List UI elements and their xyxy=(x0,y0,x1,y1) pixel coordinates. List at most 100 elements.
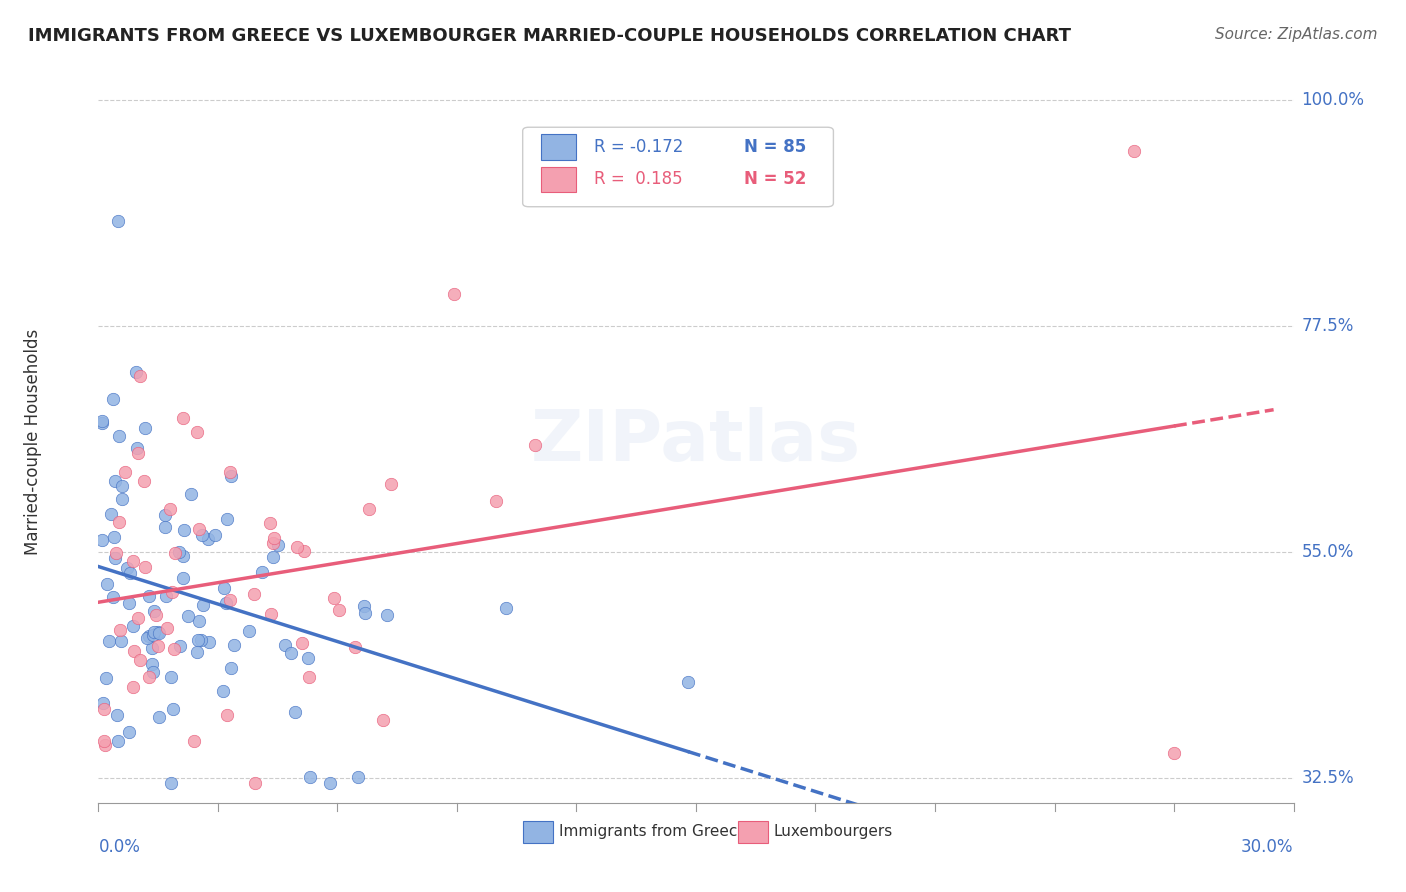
Point xyxy=(155,520,177,534)
Point xyxy=(122,553,145,567)
Text: Immigrants from Greece: Immigrants from Greece xyxy=(558,824,747,839)
Point xyxy=(263,531,285,545)
Point xyxy=(190,633,212,648)
Point xyxy=(122,618,145,632)
Point xyxy=(224,638,246,652)
Text: 100.0%: 100.0% xyxy=(1302,91,1364,110)
Point xyxy=(212,581,235,595)
Point xyxy=(215,596,238,610)
Point xyxy=(146,624,169,639)
Point xyxy=(298,770,321,784)
Text: R = -0.172: R = -0.172 xyxy=(595,137,683,156)
Point xyxy=(96,671,118,685)
Point xyxy=(373,714,395,728)
Point xyxy=(141,657,163,671)
Point xyxy=(93,702,115,716)
Point xyxy=(104,546,127,560)
Point xyxy=(122,681,145,695)
Point xyxy=(172,411,194,425)
Point xyxy=(94,738,117,752)
Point xyxy=(172,571,194,585)
Point xyxy=(96,576,118,591)
Point xyxy=(238,624,260,639)
Point xyxy=(114,466,136,480)
Point xyxy=(284,705,307,719)
Point xyxy=(262,550,284,565)
Point xyxy=(128,653,150,667)
Point xyxy=(93,734,115,748)
Point xyxy=(117,725,139,739)
Point xyxy=(292,543,315,558)
Text: ZIPatlas: ZIPatlas xyxy=(531,407,860,476)
Point xyxy=(122,644,145,658)
Point xyxy=(267,538,290,552)
Bar xyxy=(738,821,768,843)
Point xyxy=(143,625,166,640)
Point xyxy=(285,540,308,554)
Point xyxy=(100,507,122,521)
Point xyxy=(524,438,547,452)
Point xyxy=(125,365,148,379)
Text: Married-couple Households: Married-couple Households xyxy=(24,328,42,555)
Point xyxy=(103,530,125,544)
Point xyxy=(105,708,128,723)
Point xyxy=(98,634,121,648)
Text: 32.5%: 32.5% xyxy=(1302,769,1354,787)
Point xyxy=(243,775,266,790)
Point xyxy=(107,734,129,748)
Point xyxy=(322,591,344,605)
Point xyxy=(219,466,242,480)
Point xyxy=(280,646,302,660)
Point xyxy=(127,446,149,460)
Bar xyxy=(523,821,553,843)
Point xyxy=(328,602,350,616)
Point xyxy=(145,607,167,622)
Point xyxy=(107,429,129,443)
Point xyxy=(107,516,129,530)
Point xyxy=(197,634,219,648)
Point xyxy=(142,665,165,680)
Point xyxy=(1163,746,1185,760)
Point xyxy=(173,523,195,537)
Text: IMMIGRANTS FROM GREECE VS LUXEMBOURGER MARRIED-COUPLE HOUSEHOLDS CORRELATION CHA: IMMIGRANTS FROM GREECE VS LUXEMBOURGER M… xyxy=(28,27,1071,45)
Point xyxy=(217,708,239,723)
Point xyxy=(110,634,132,648)
Point xyxy=(375,607,398,622)
Point xyxy=(142,604,165,618)
Point xyxy=(91,414,114,428)
Point xyxy=(101,392,124,407)
Point xyxy=(359,502,381,516)
Point xyxy=(186,425,208,439)
Text: Source: ZipAtlas.com: Source: ZipAtlas.com xyxy=(1215,27,1378,42)
Point xyxy=(134,560,156,574)
Point xyxy=(353,599,375,613)
Point xyxy=(188,522,211,536)
Point xyxy=(118,596,141,610)
Point xyxy=(91,696,114,710)
Point xyxy=(104,550,127,565)
Text: Luxembourgers: Luxembourgers xyxy=(773,824,893,839)
Point xyxy=(380,476,402,491)
Point xyxy=(188,614,211,628)
Point xyxy=(243,587,266,601)
Point xyxy=(155,589,177,603)
Point xyxy=(298,670,321,684)
Point xyxy=(138,670,160,684)
Point xyxy=(262,536,284,550)
Point xyxy=(108,623,131,637)
Point xyxy=(127,611,149,625)
Point xyxy=(319,775,342,790)
Point xyxy=(177,609,200,624)
Point xyxy=(172,549,194,563)
Text: N = 85: N = 85 xyxy=(744,137,806,156)
Point xyxy=(156,621,179,635)
Point xyxy=(129,369,152,384)
Point xyxy=(186,645,208,659)
Text: N = 52: N = 52 xyxy=(744,170,806,188)
Text: 0.0%: 0.0% xyxy=(98,838,141,856)
Point xyxy=(187,632,209,647)
Point xyxy=(103,590,125,604)
Point xyxy=(180,487,202,501)
Point xyxy=(353,606,375,620)
Point xyxy=(212,684,235,698)
